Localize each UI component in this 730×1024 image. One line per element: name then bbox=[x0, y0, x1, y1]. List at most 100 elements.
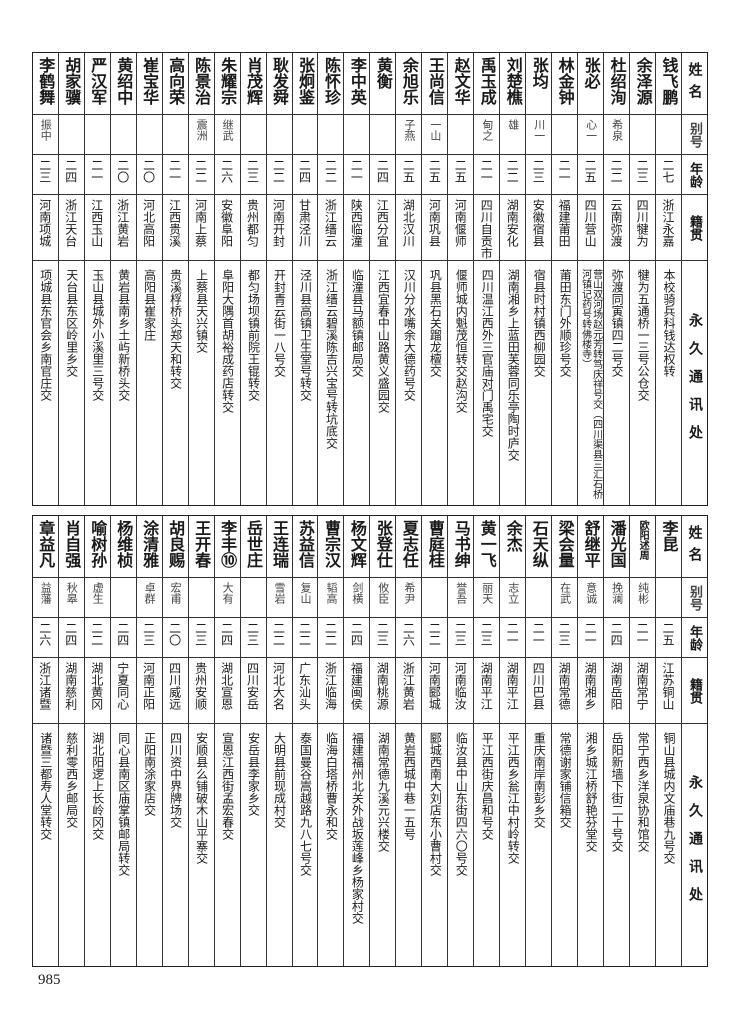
alias-cell: 震洲 bbox=[188, 115, 214, 155]
origin-cell: 湖南常宁 bbox=[630, 658, 656, 724]
table-row: 王连瑞 雪岩 二二 河北大名 大明县前现成村交 bbox=[265, 516, 292, 966]
address-cell: 岳阳新墙下街二十号交 bbox=[610, 732, 625, 852]
table-row: 李中英 二一 陕西临潼 临潼县马额镇邮局交 bbox=[343, 53, 370, 505]
alias-cell bbox=[630, 115, 656, 155]
table-row: 张炯鉴 二四 甘肃泾川 泾川县高镇卫生堂号转交 bbox=[291, 53, 318, 505]
name-cell: 李丰⑩ bbox=[214, 516, 240, 578]
address-cell: 临海白塔桥曹永和交 bbox=[324, 732, 339, 840]
alias-cell: 大有 bbox=[214, 578, 240, 618]
alias-cell: 意诚 bbox=[578, 578, 604, 618]
origin-cell: 湖南安化 bbox=[500, 195, 526, 261]
name-cell: 潘光国 bbox=[604, 516, 630, 578]
address-cell: 湖北阳逻上长岭冈交 bbox=[90, 732, 105, 840]
origin-cell: 福建莆田 bbox=[552, 195, 578, 261]
alias-cell bbox=[370, 115, 396, 155]
alias-cell bbox=[422, 578, 448, 618]
name-cell: 章益凡 bbox=[32, 516, 58, 578]
alias-cell bbox=[656, 578, 682, 618]
origin-cell: 浙江黄岩 bbox=[110, 195, 136, 261]
table-row: 李昆 二五 江苏铜山 铜山县城内文庙巷九号交 bbox=[655, 516, 682, 966]
alias-cell: 攸臣 bbox=[370, 578, 396, 618]
origin-cell: 云南弥渡 bbox=[604, 195, 630, 261]
name-cell: 石天纵 bbox=[526, 516, 552, 578]
origin-cell: 福建闽侯 bbox=[344, 658, 370, 724]
table-row: 王尚信 一山 二五 河南巩县 巩县黑石关蹓龙檀交 bbox=[421, 53, 448, 505]
age-cell: 二六 bbox=[396, 618, 422, 658]
name-cell: 曹庭桂 bbox=[422, 516, 448, 578]
name-cell: 李鹤舞 bbox=[32, 53, 58, 115]
table-row: 严汉军 二一 江西玉山 玉山县城外小溪里三号交 bbox=[83, 53, 110, 505]
header-name: 姓名 bbox=[682, 516, 707, 578]
alias-cell: 秋皋 bbox=[58, 578, 84, 618]
name-cell: 肖自强 bbox=[58, 516, 84, 578]
origin-cell: 浙江黄岩 bbox=[396, 658, 422, 724]
age-cell: 二五 bbox=[422, 155, 448, 195]
name-cell: 张必 bbox=[578, 53, 604, 115]
header-alias: 别号 bbox=[682, 115, 707, 155]
table-row: 夏志任 希尹 二六 浙江黄岩 黄岩西城中巷一五号 bbox=[395, 516, 422, 966]
table-row: 苏益信 复山 二二 广东汕头 泰国曼谷嵩越路九八七号交 bbox=[291, 516, 318, 966]
name-cell: 欧阳述周 bbox=[630, 516, 656, 578]
origin-cell: 湖北汉川 bbox=[396, 195, 422, 261]
age-cell: 二四 bbox=[58, 155, 84, 195]
origin-cell: 广东汕头 bbox=[292, 658, 318, 724]
origin-cell: 四川安岳 bbox=[240, 658, 266, 724]
table-row: 禹玉成 甸之 二一 四川自贡市 四川温江西外三官庙对门禹宅交 bbox=[473, 53, 500, 505]
address-cell: 浙江缙云碧溪陈吉兴宝号转坑底交 bbox=[324, 269, 339, 449]
age-cell: 二四 bbox=[344, 618, 370, 658]
header-address: 永久通讯处 bbox=[687, 775, 704, 915]
alias-cell: 在武 bbox=[552, 578, 578, 618]
age-cell: 二二 bbox=[266, 155, 292, 195]
address-cell: 弥渡同寅镇四二号交 bbox=[610, 269, 625, 377]
table-row: 舒继平 意诚 二一 湖南湘乡 湘乡城江桥舒艳芬堂交 bbox=[577, 516, 604, 966]
header-alias: 别号 bbox=[682, 578, 707, 618]
address-cell: 平江西街庆昌和号交 bbox=[480, 732, 495, 840]
age-cell: 二四 bbox=[58, 618, 84, 658]
origin-cell: 浙江临海 bbox=[318, 658, 344, 724]
address-cell: 泾川县高镇卫生堂号转交 bbox=[298, 269, 313, 401]
alias-cell bbox=[162, 115, 188, 155]
address-cell: 湘乡城江桥舒艳芬堂交 bbox=[584, 732, 599, 852]
alias-cell: 一山 bbox=[422, 115, 448, 155]
name-cell: 王开春 bbox=[188, 516, 214, 578]
address-cell: 福建福州北关外战坂莲峰乡杨家村交 bbox=[350, 732, 365, 924]
table-row: 胡家骥 二四 浙江天台 天台县东区岭里乡交 bbox=[57, 53, 84, 505]
origin-cell: 湖北宣恩 bbox=[214, 658, 240, 724]
alias-cell bbox=[240, 578, 266, 618]
age-cell: 二一 bbox=[552, 155, 578, 195]
name-cell: 朱耀宗 bbox=[214, 53, 240, 115]
age-cell: 二三 bbox=[136, 618, 162, 658]
alias-cell: 复山 bbox=[292, 578, 318, 618]
alias-cell: 心一 bbox=[578, 115, 604, 155]
address-cell: 营山双河场赵元芳转笃庆祥号交（四川渠县三汇石桥河镇记药号转佛楼寺） bbox=[579, 269, 602, 499]
address-cell: 常德谢家铺信箱交 bbox=[558, 732, 573, 828]
age-cell: 二三 bbox=[552, 618, 578, 658]
address-cell: 犍为五通桥一三号公仓交 bbox=[636, 269, 651, 401]
origin-cell: 陕西临潼 bbox=[344, 195, 370, 261]
age-cell: 二三 bbox=[448, 618, 474, 658]
header-age: 年龄 bbox=[682, 618, 707, 658]
address-cell: 高阳县崔家庄 bbox=[142, 269, 157, 341]
age-cell: 二一 bbox=[630, 618, 656, 658]
name-cell: 黄一飞 bbox=[474, 516, 500, 578]
table-row: 陈景治 震洲 二二 河南上蔡 上蔡县天兴镇交 bbox=[187, 53, 214, 505]
alias-cell: 振中 bbox=[32, 115, 58, 155]
name-cell: 余旭乐 bbox=[396, 53, 422, 115]
name-cell: 林金钟 bbox=[552, 53, 578, 115]
table-row: 余杰 志立 二一 湖南平江 平江西乡瓮江中村岭转交 bbox=[499, 516, 526, 966]
name-cell: 余杰 bbox=[500, 516, 526, 578]
age-cell: 二三 bbox=[32, 155, 58, 195]
alias-cell: 甸之 bbox=[474, 115, 500, 155]
origin-cell: 湖南岳阳 bbox=[604, 658, 630, 724]
age-cell: 二四 bbox=[370, 155, 396, 195]
alias-cell bbox=[240, 115, 266, 155]
origin-cell: 湖南常德 bbox=[552, 658, 578, 724]
alias-cell: 雪岩 bbox=[266, 578, 292, 618]
address-cell: 江西宜春中山路黄义盛园交 bbox=[376, 269, 391, 413]
age-cell: 二一 bbox=[84, 155, 110, 195]
alias-cell: 希尹 bbox=[396, 578, 422, 618]
age-cell: 二七 bbox=[656, 155, 682, 195]
alias-cell: 韬高 bbox=[318, 578, 344, 618]
alias-cell bbox=[58, 115, 84, 155]
origin-cell: 甘肃泾川 bbox=[292, 195, 318, 261]
